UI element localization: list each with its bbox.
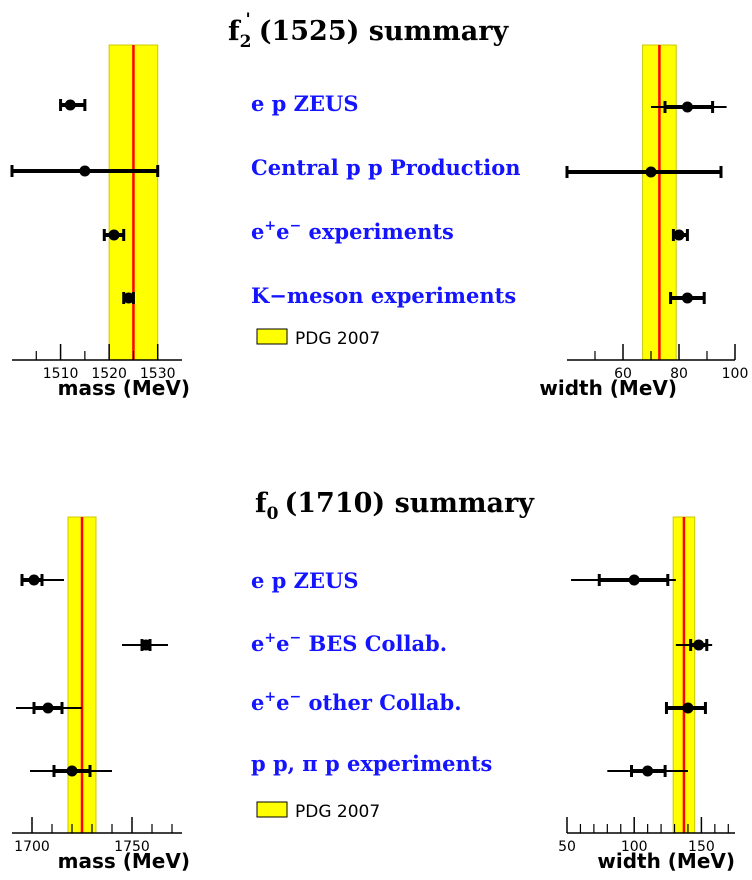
panel2-tick-label: 100 (722, 366, 749, 382)
panel2-data-point (673, 229, 685, 241)
panel2-tick-label: 60 (614, 366, 632, 382)
panel2-axis-label: width (MeV) (539, 376, 677, 400)
panel2-data-point (681, 101, 693, 113)
panel1-data-point (108, 229, 120, 241)
panel1-tick-label: 1520 (91, 366, 127, 382)
panel1-tick-label: 1510 (43, 366, 79, 382)
panel3-axis-label: mass (MeV) (58, 849, 190, 873)
panel1-tick-label: 1530 (140, 366, 176, 382)
panel3-tick-label: 1700 (14, 839, 50, 855)
label-k-meson: K−meson experiments (251, 283, 516, 308)
panel3-data-point (66, 765, 78, 777)
label-ee-other: e+e− other Collab. (251, 689, 462, 715)
label-ep-zeus-2: e p ZEUS (251, 568, 358, 593)
panel3-data-point (140, 639, 152, 651)
panel4-tick-label: 50 (558, 839, 576, 855)
panel2-data-point (681, 292, 693, 304)
panel1-data-point (123, 292, 135, 304)
panel4-data-point (682, 702, 694, 714)
panel4-data-point (693, 639, 705, 651)
legend-swatch-1 (256, 328, 288, 345)
panel2-data-point (645, 166, 657, 178)
legend-text-1: PDG 2007 (295, 329, 380, 349)
panel1-data-point (64, 99, 76, 111)
panel2-tick-label: 80 (670, 366, 688, 382)
legend-text-2: PDG 2007 (295, 802, 380, 822)
label-pp-pip: p p, π p experiments (251, 751, 492, 776)
panel1-data-point (79, 165, 91, 177)
panel4-tick-label: 100 (621, 839, 648, 855)
label-ee-experiments: e+e− experiments (251, 218, 454, 244)
label-bes: e+e− BES Collab. (251, 630, 447, 656)
section2-title: f0 (1710) summary (255, 488, 535, 524)
panel1-axis-label: mass (MeV) (58, 376, 190, 400)
label-central-pp: Central p p Production (251, 155, 521, 180)
panel3-tick-label: 1750 (114, 839, 150, 855)
label-ep-zeus-1: e p ZEUS (251, 91, 358, 116)
panel3-data-point (28, 574, 40, 586)
panel4-data-point (642, 765, 654, 777)
panel3-data-point (42, 702, 54, 714)
panel4-data-point (628, 574, 640, 586)
panel4-tick-label: 150 (688, 839, 715, 855)
section1-title: f2' (1525) summary (228, 10, 509, 52)
legend-swatch-2 (256, 801, 288, 818)
panel4-axis-label: width (MeV) (597, 849, 735, 873)
